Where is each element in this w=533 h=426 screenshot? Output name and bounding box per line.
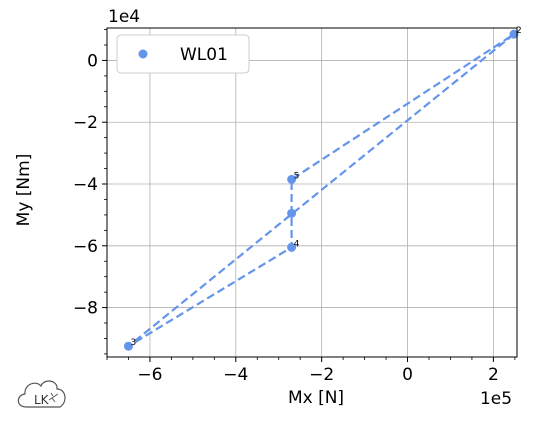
- data-point: [287, 242, 297, 252]
- y-tick-label: 0: [87, 51, 98, 71]
- series-points: [123, 29, 519, 351]
- y-axis-label: My [Nm]: [14, 154, 34, 227]
- data-point-label: 5: [294, 171, 300, 181]
- x-tick-label: 2: [488, 365, 499, 385]
- y-tick-label: −4: [73, 175, 98, 195]
- point-labels: 2 3 4 5: [130, 26, 521, 348]
- legend-box: [116, 34, 250, 74]
- legend-label: WL01: [180, 45, 228, 65]
- plot-area: [107, 28, 517, 357]
- data-point: [287, 174, 297, 184]
- grid: [107, 28, 517, 357]
- x-axis-label: Mx [N]: [288, 388, 344, 408]
- data-point: [287, 208, 297, 218]
- legend: WL01: [116, 34, 250, 74]
- data-point-label: 4: [294, 239, 300, 249]
- x-tick-label: −2: [309, 365, 334, 385]
- x-tick-label: 0: [402, 365, 413, 385]
- x-offset-label: 1e5: [480, 389, 512, 409]
- y-tick-label: −2: [73, 113, 98, 133]
- y-axis: 0 −2 −4 −6 −8: [73, 29, 107, 355]
- data-point: [509, 29, 519, 39]
- x-tick-label: −6: [137, 365, 162, 385]
- logo-text: LK: [34, 393, 50, 407]
- y-tick-label: −8: [73, 299, 98, 319]
- legend-marker: [138, 49, 148, 59]
- y-offset-label: 1e4: [108, 7, 140, 27]
- x-tick-label: −4: [223, 365, 248, 385]
- plot-frame: [106, 27, 518, 358]
- data-point: [123, 341, 133, 351]
- plane-icon: [48, 392, 59, 403]
- logo: LK: [17, 380, 66, 408]
- x-axis: −6 −4 −2 0 2: [106, 357, 516, 385]
- data-point-label: 2: [516, 26, 522, 36]
- y-tick-label: −6: [73, 237, 98, 257]
- data-point-label: 3: [130, 338, 136, 348]
